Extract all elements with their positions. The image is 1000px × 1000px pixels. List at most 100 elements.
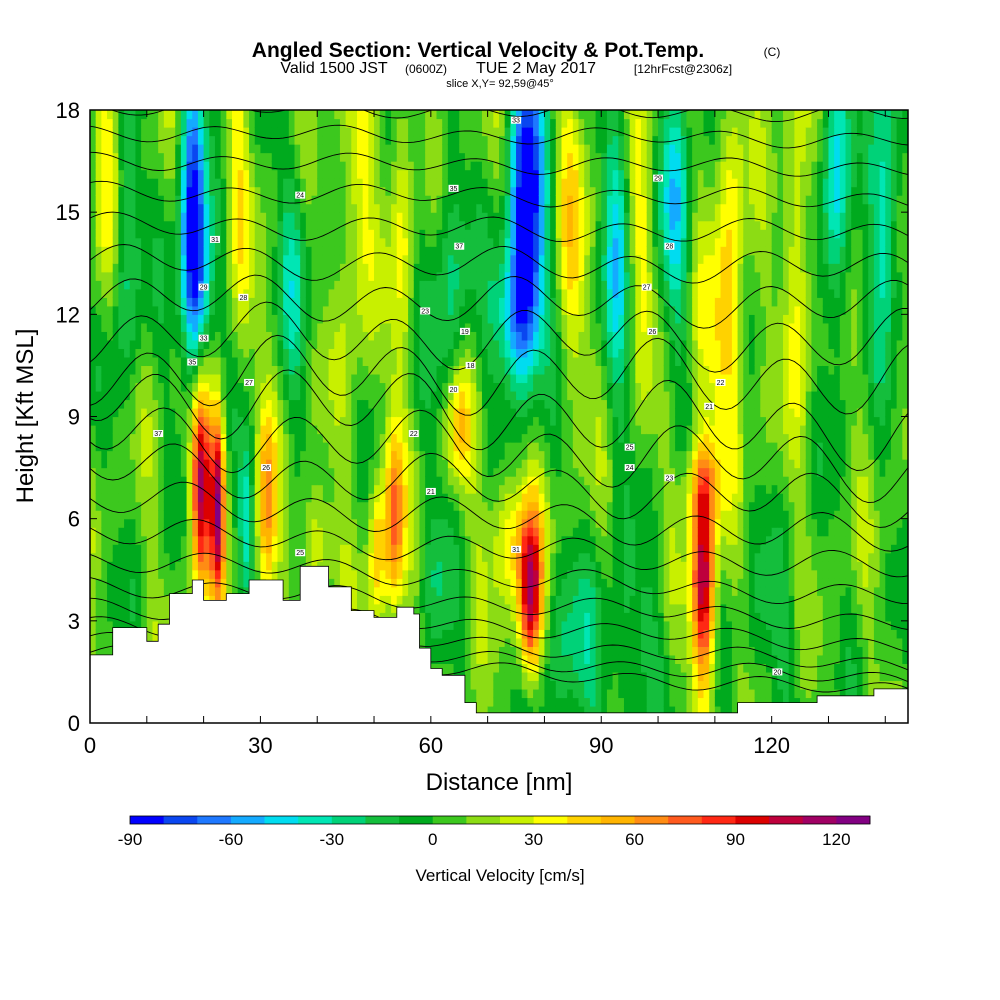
velocity-cell bbox=[101, 586, 108, 596]
velocity-cell bbox=[146, 229, 154, 239]
velocity-cell bbox=[90, 365, 97, 375]
velocity-cell bbox=[322, 484, 330, 494]
velocity-cell bbox=[180, 339, 188, 349]
velocity-cell bbox=[459, 339, 466, 349]
velocity-cell bbox=[442, 484, 449, 494]
velocity-cell bbox=[351, 118, 358, 128]
velocity-cell bbox=[294, 263, 301, 273]
velocity-cell bbox=[146, 144, 154, 154]
velocity-cell bbox=[317, 552, 324, 562]
velocity-cell bbox=[430, 246, 438, 256]
velocity-cell bbox=[362, 459, 369, 469]
velocity-cell bbox=[243, 442, 250, 452]
velocity-cell bbox=[101, 288, 108, 298]
velocity-cell bbox=[124, 510, 131, 520]
velocity-cell bbox=[152, 501, 159, 511]
velocity-cell bbox=[232, 322, 239, 332]
velocity-cell bbox=[135, 365, 142, 375]
velocity-cell bbox=[277, 459, 284, 469]
velocity-cell bbox=[95, 110, 102, 120]
velocity-cell bbox=[203, 416, 210, 426]
velocity-cell bbox=[146, 382, 154, 392]
velocity-cell bbox=[220, 348, 227, 358]
velocity-cell bbox=[209, 518, 216, 528]
velocity-cell bbox=[459, 425, 466, 435]
velocity-cell bbox=[101, 271, 108, 281]
velocity-cell bbox=[254, 144, 262, 154]
velocity-cell bbox=[101, 407, 108, 418]
velocity-cell bbox=[481, 705, 489, 716]
velocity-cell bbox=[180, 254, 188, 264]
velocity-cell bbox=[90, 510, 97, 520]
velocity-cell bbox=[322, 271, 330, 281]
velocity-cell bbox=[419, 178, 426, 188]
velocity-cell bbox=[226, 110, 233, 120]
velocity-cell bbox=[163, 254, 171, 264]
velocity-cell bbox=[243, 450, 250, 460]
velocity-cell bbox=[447, 646, 455, 656]
velocity-cell bbox=[135, 612, 142, 622]
velocity-cell bbox=[419, 356, 426, 367]
velocity-cell bbox=[158, 152, 165, 162]
velocity-cell bbox=[163, 203, 171, 213]
velocity-cell bbox=[413, 229, 421, 239]
velocity-cell bbox=[447, 561, 455, 571]
velocity-cell bbox=[175, 442, 182, 452]
velocity-cell bbox=[163, 305, 171, 315]
velocity-cell bbox=[209, 305, 216, 315]
velocity-cell bbox=[260, 544, 267, 554]
velocity-cell bbox=[425, 195, 432, 205]
velocity-cell bbox=[288, 110, 296, 120]
velocity-cell bbox=[322, 518, 330, 528]
velocity-cell bbox=[192, 161, 199, 171]
velocity-cell bbox=[249, 450, 256, 460]
velocity-cell bbox=[294, 442, 301, 452]
velocity-cell bbox=[328, 314, 335, 324]
velocity-cell bbox=[311, 442, 318, 452]
velocity-cell bbox=[459, 637, 466, 647]
velocity-cell bbox=[425, 552, 432, 562]
velocity-cell bbox=[180, 476, 188, 486]
velocity-cell bbox=[385, 442, 392, 452]
velocity-cell bbox=[396, 493, 404, 503]
velocity-cell bbox=[322, 288, 330, 298]
velocity-cell bbox=[271, 442, 279, 452]
velocity-cell bbox=[243, 229, 250, 239]
velocity-cell bbox=[294, 544, 301, 554]
velocity-cell bbox=[141, 348, 148, 358]
velocity-cell bbox=[214, 552, 222, 562]
velocity-cell bbox=[328, 561, 335, 571]
velocity-cell bbox=[107, 552, 114, 562]
velocity-cell bbox=[101, 527, 108, 537]
velocity-cell bbox=[464, 646, 472, 656]
velocity-cell bbox=[169, 356, 176, 367]
velocity-cell bbox=[175, 144, 182, 154]
velocity-cell bbox=[374, 433, 381, 443]
velocity-cell bbox=[249, 135, 256, 145]
velocity-cell bbox=[197, 425, 205, 435]
velocity-cell bbox=[294, 237, 301, 247]
velocity-cell bbox=[186, 518, 193, 528]
velocity-cell bbox=[334, 356, 341, 367]
velocity-cell bbox=[186, 229, 193, 239]
velocity-cell bbox=[197, 203, 205, 213]
velocity-cell bbox=[214, 178, 222, 188]
velocity-cell bbox=[146, 373, 154, 384]
velocity-cell bbox=[413, 297, 421, 307]
velocity-cell bbox=[339, 433, 347, 443]
velocity-cell bbox=[249, 144, 256, 154]
velocity-cell bbox=[311, 433, 318, 443]
velocity-cell bbox=[481, 637, 489, 647]
velocity-cell bbox=[442, 297, 449, 307]
velocity-cell bbox=[413, 314, 421, 324]
velocity-cell bbox=[476, 518, 483, 528]
velocity-cell bbox=[175, 544, 182, 554]
velocity-cell bbox=[396, 501, 404, 511]
velocity-cell bbox=[334, 569, 341, 579]
velocity-cell bbox=[124, 314, 131, 324]
velocity-cell bbox=[232, 161, 239, 171]
velocity-cell bbox=[163, 178, 171, 188]
velocity-cell bbox=[374, 169, 381, 179]
velocity-cell bbox=[317, 433, 324, 443]
velocity-cell bbox=[192, 203, 199, 213]
